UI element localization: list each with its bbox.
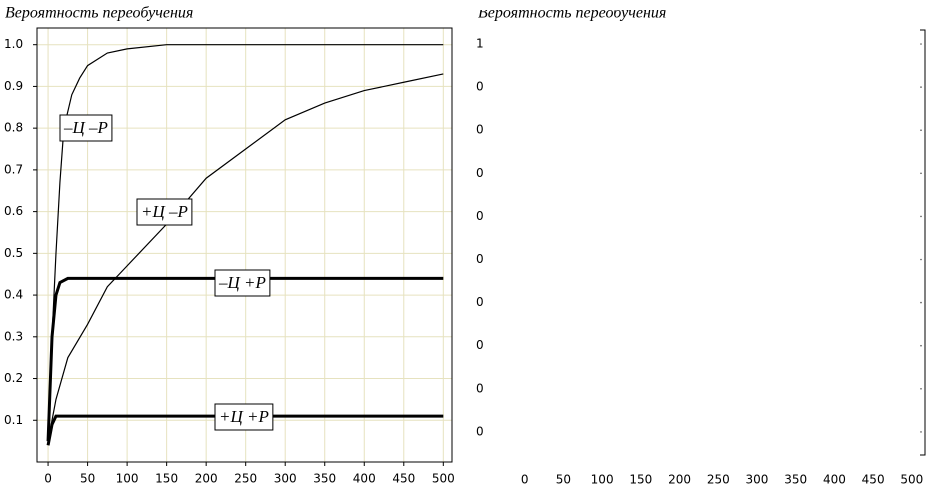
- y-tick-label: 0.4: [4, 288, 23, 302]
- y-tick-label: 0: [476, 123, 484, 137]
- x-tick-label: 500: [432, 472, 455, 486]
- tick-dot: [920, 129, 922, 131]
- y-tick-label: 0.3: [4, 329, 23, 343]
- x-tick-label: 450: [392, 472, 415, 486]
- x-tick-label: 200: [195, 472, 218, 486]
- y-tick-label: 0: [476, 209, 484, 223]
- x-tick-label: 50: [80, 472, 95, 486]
- chart-title: Вероятность переобучения: [478, 5, 666, 22]
- y-tick-label: 0.8: [4, 121, 23, 135]
- x-tick-label: 150: [629, 473, 652, 487]
- y-tick-label: 0.7: [4, 162, 23, 176]
- tick-dot: [920, 431, 922, 433]
- y-tick-label: 0.9: [4, 79, 23, 93]
- series-label: +Ц +Р: [219, 407, 269, 426]
- series-label: –Ц +Р: [218, 273, 266, 292]
- tick-dot: [920, 301, 922, 304]
- tick-dot: [920, 344, 922, 347]
- series-label: –Ц –Р: [63, 118, 108, 137]
- annotation-box: [59, 114, 113, 142]
- line-series: [46, 276, 444, 442]
- y-tick-label: 0: [476, 166, 484, 180]
- line-series: [47, 44, 444, 442]
- y-tick-label: 0: [476, 295, 484, 309]
- x-tick-label: 0: [521, 473, 529, 487]
- y-tick-label: 0: [476, 252, 484, 266]
- x-tick-label: 350: [313, 472, 336, 486]
- y-tick-label: 0: [476, 424, 484, 438]
- x-tick-label: 0: [44, 472, 52, 486]
- tick-dot: [920, 86, 922, 88]
- x-tick-label: 250: [234, 472, 257, 486]
- x-tick-label: 300: [274, 472, 297, 486]
- tick-dot: [920, 258, 922, 261]
- x-tick-label: 50: [556, 473, 571, 487]
- y-tick-label: 0.5: [4, 246, 23, 260]
- x-tick-label: 350: [784, 473, 807, 487]
- x-tick-label: 500: [900, 473, 923, 487]
- annotation-box: [214, 269, 271, 297]
- tick-dot: [920, 388, 922, 390]
- y-tick-label: 0.2: [4, 371, 23, 385]
- x-tick-label: 300: [746, 473, 769, 487]
- x-tick-label: 450: [862, 473, 885, 487]
- x-tick-label: 400: [823, 473, 846, 487]
- x-tick-label: 100: [116, 472, 139, 486]
- tick-dot: [920, 172, 922, 175]
- annotation-box: [214, 403, 274, 431]
- x-tick-label: 100: [591, 473, 614, 487]
- plot-frame: [36, 27, 453, 463]
- y-tick-label: 0.6: [4, 204, 23, 218]
- x-tick-label: 400: [353, 472, 376, 486]
- y-tick-label: 0: [476, 381, 484, 395]
- y-tick-label: 0: [476, 80, 484, 94]
- chart-title: Вероятность переобучения: [5, 5, 193, 22]
- y-tick-label: 1.0: [4, 37, 23, 51]
- y-tick-label: 0.1: [4, 413, 23, 427]
- x-tick-label: 200: [668, 473, 691, 487]
- y-tick-label: 1: [476, 37, 484, 51]
- series-label: +Ц –Р: [141, 202, 188, 221]
- y-tick-label: 0: [476, 338, 484, 352]
- x-tick-label: 150: [155, 472, 178, 486]
- axis-bracket: [920, 29, 926, 456]
- x-tick-label: 250: [707, 473, 730, 487]
- tick-dot: [920, 43, 922, 45]
- annotation-box: [136, 198, 193, 226]
- tick-dot: [920, 215, 922, 218]
